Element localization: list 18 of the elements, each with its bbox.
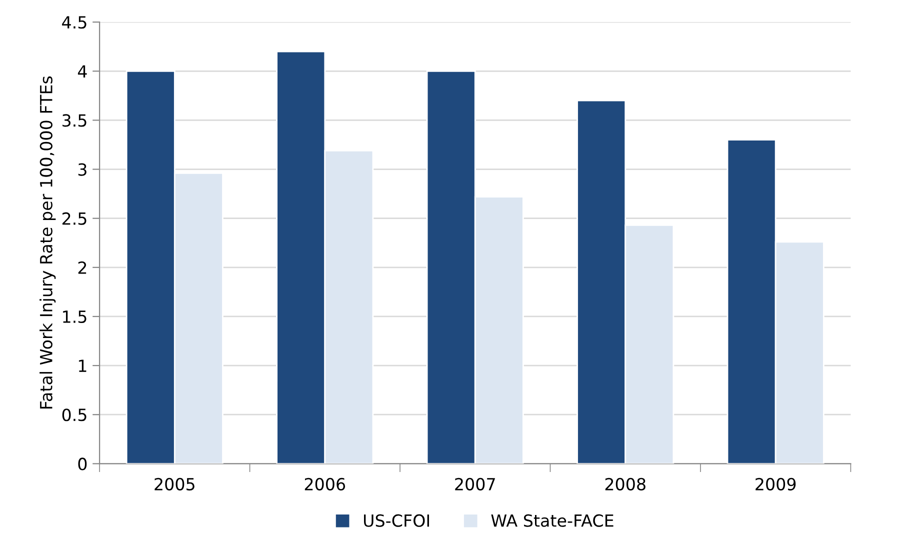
- y-tick-label: 0.5: [62, 408, 86, 422]
- y-tick-label: 4: [78, 65, 87, 78]
- y-tick-label: 0: [78, 458, 87, 470]
- legend-label: US-CFOI: [364, 514, 429, 527]
- y-tick-label: 1.5: [63, 310, 86, 324]
- x-tick-label: 2005: [154, 478, 194, 490]
- y-axis-title: Fatal Work Injury Rate per 100,000 FTEs: [40, 76, 56, 409]
- x-tick-label: 2008: [605, 478, 646, 490]
- x-tick-label: 2009: [756, 478, 796, 490]
- y-tick-label: 3.5: [62, 114, 86, 127]
- y-tick-label: 2.5: [62, 212, 86, 225]
- x-tick-label: 2007: [455, 478, 495, 490]
- y-tick-label: 4.5: [62, 16, 86, 29]
- y-tick-label: 1: [78, 360, 86, 372]
- x-tick-label: 2006: [304, 478, 346, 490]
- y-tick-label: 2: [78, 261, 86, 274]
- legend-label: WA State-FACE: [491, 514, 614, 527]
- y-tick-label: 3: [78, 163, 86, 176]
